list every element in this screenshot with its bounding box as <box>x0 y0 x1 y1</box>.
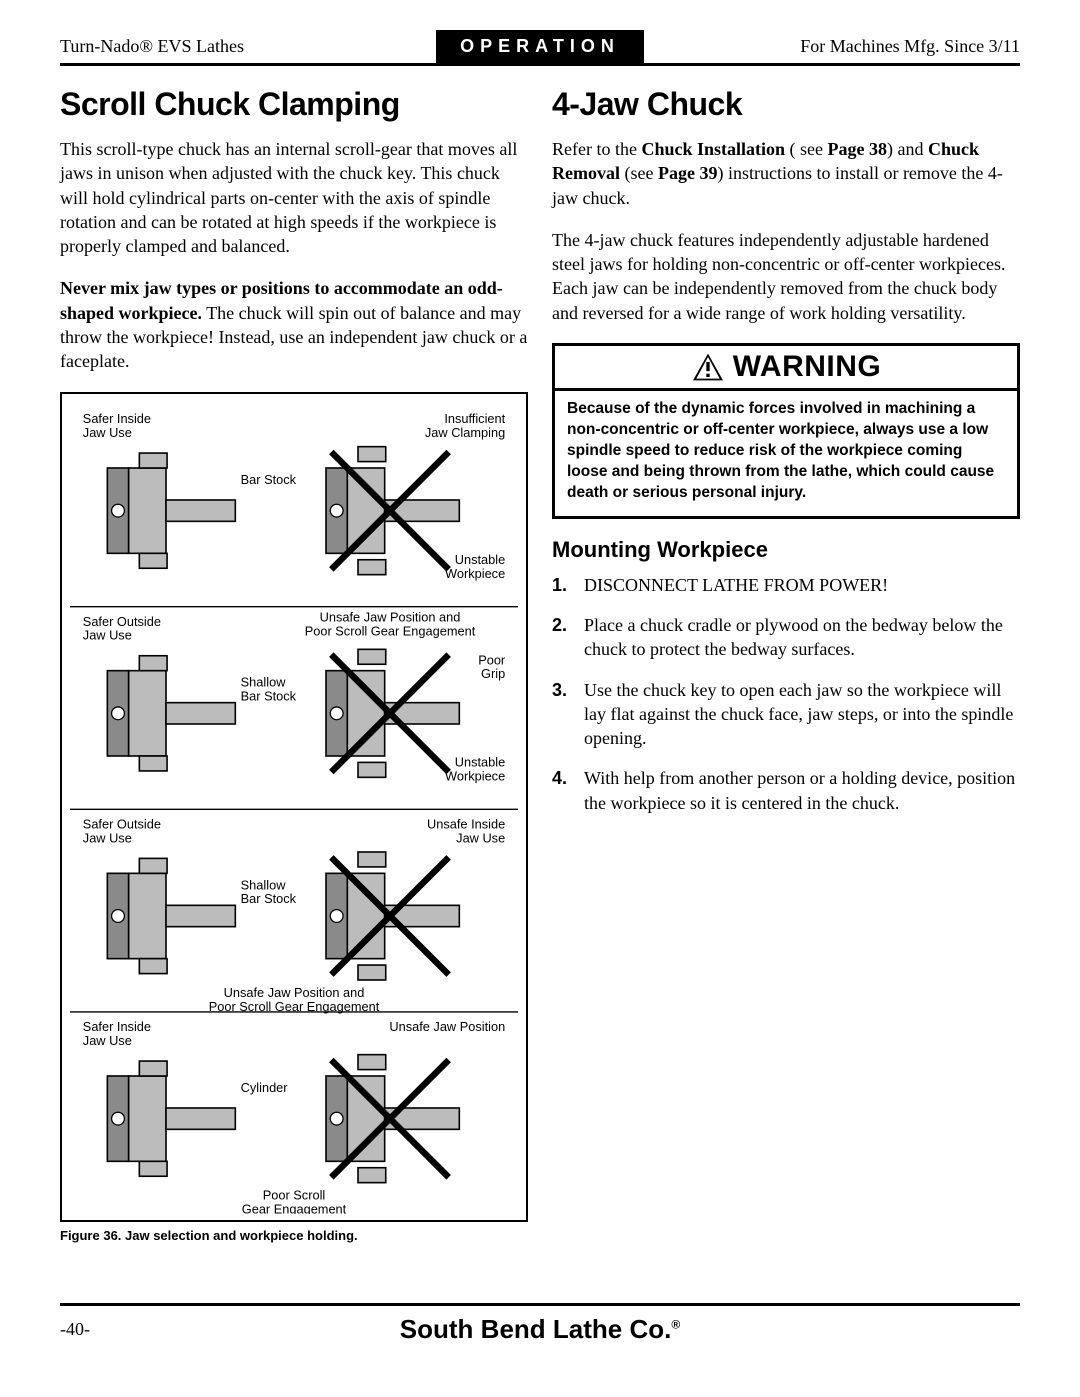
warning-label: WARNING <box>733 350 882 384</box>
scroll-chuck-p2: Never mix jaw types or positions to acco… <box>60 276 528 373</box>
content-columns: Scroll Chuck Clamping This scroll-type c… <box>60 86 1020 1243</box>
svg-text:Jaw Use: Jaw Use <box>83 627 132 642</box>
warning-box: WARNING Because of the dynamic forces in… <box>552 343 1020 519</box>
four-jaw-p1: Refer to the Chuck Installation ( see Pa… <box>552 137 1020 210</box>
left-column: Scroll Chuck Clamping This scroll-type c… <box>60 86 528 1243</box>
scroll-chuck-p1: This scroll-type chuck has an internal s… <box>60 137 528 258</box>
svg-text:Safer Inside: Safer Inside <box>83 411 151 426</box>
svg-text:Jaw Use: Jaw Use <box>456 830 505 845</box>
header-right: For Machines Mfg. Since 3/11 <box>644 30 1020 63</box>
warning-triangle-icon <box>691 352 725 382</box>
svg-text:Bar Stock: Bar Stock <box>241 472 297 487</box>
svg-text:Safer Inside: Safer Inside <box>83 1019 151 1034</box>
right-column: 4-Jaw Chuck Refer to the Chuck Installat… <box>552 86 1020 1243</box>
figure-36-caption: Figure 36. Jaw selection and workpiece h… <box>60 1228 528 1243</box>
footer-brand: South Bend Lathe Co.® <box>180 1314 900 1345</box>
svg-text:Workpiece: Workpiece <box>445 566 505 581</box>
footer-brand-reg: ® <box>671 1318 680 1332</box>
svg-text:Poor Scroll: Poor Scroll <box>263 1187 326 1202</box>
mounting-steps: 1. DISCONNECT LATHE FROM POWER! 2.Place a … <box>552 573 1020 815</box>
svg-text:Jaw Use: Jaw Use <box>83 1033 132 1048</box>
svg-text:Workpiece: Workpiece <box>445 768 505 783</box>
step-text: Use the chuck key to open each jaw so th… <box>584 678 1020 751</box>
svg-text:Unsafe Jaw Position and: Unsafe Jaw Position and <box>224 985 365 1000</box>
step-text: Place a chuck cradle or plywood on the b… <box>584 613 1020 662</box>
p1-b1: Chuck Installation <box>641 139 785 159</box>
step-item: 4.With help from another person or a hol… <box>552 766 1020 815</box>
step-item: 2.Place a chuck cradle or plywood on the… <box>552 613 1020 662</box>
warning-header: WARNING <box>555 346 1017 391</box>
svg-text:Cylinder: Cylinder <box>241 1080 289 1095</box>
step-text: DISCONNECT LATHE FROM POWER! <box>584 573 888 597</box>
p1-mid2: ) and <box>887 139 928 159</box>
footer-brand-text: South Bend Lathe Co. <box>400 1314 672 1344</box>
p1-mid1: see <box>796 139 828 159</box>
svg-text:Bar Stock: Bar Stock <box>241 688 297 703</box>
svg-text:Jaw Clamping: Jaw Clamping <box>425 425 505 440</box>
warning-body: Because of the dynamic forces involved i… <box>555 391 1017 516</box>
step-item: 3.Use the chuck key to open each jaw so … <box>552 678 1020 751</box>
four-jaw-heading: 4-Jaw Chuck <box>552 86 1020 123</box>
header-center-badge: OPERATION <box>436 30 644 63</box>
page-number: -40- <box>60 1319 180 1340</box>
svg-text:Unsafe Jaw Position: Unsafe Jaw Position <box>389 1019 505 1034</box>
svg-text:Safer Outside: Safer Outside <box>83 816 161 831</box>
figure-36-box: Safer InsideJaw UseInsufficientJaw Clamp… <box>60 392 528 1223</box>
p1-paren1: ( <box>785 139 796 159</box>
figure-36-diagram: Safer InsideJaw UseInsufficientJaw Clamp… <box>70 404 518 1215</box>
step-number: 4. <box>552 766 574 815</box>
svg-text:Unstable: Unstable <box>455 754 505 769</box>
scroll-chuck-heading: Scroll Chuck Clamping <box>60 86 528 123</box>
step-number: 2. <box>552 613 574 662</box>
svg-text:Safer Outside: Safer Outside <box>83 614 161 629</box>
mounting-subhead: Mounting Workpiece <box>552 537 1020 563</box>
svg-text:Shallow: Shallow <box>241 877 287 892</box>
p1-pre: Refer to the <box>552 139 641 159</box>
step-text: With help from another person or a holdi… <box>584 766 1020 815</box>
svg-text:Grip: Grip <box>481 666 505 681</box>
step-item: 1. DISCONNECT LATHE FROM POWER! <box>552 573 1020 597</box>
page-footer: -40- South Bend Lathe Co.® <box>60 1303 1020 1345</box>
step-number: 3. <box>552 678 574 751</box>
p1-b2: Page 38 <box>828 139 887 159</box>
p1-mid3: (see <box>620 163 658 183</box>
svg-text:Gear Engagement: Gear Engagement <box>242 1201 347 1214</box>
svg-text:Poor Scroll Gear Engagement: Poor Scroll Gear Engagement <box>305 623 476 638</box>
svg-text:Jaw Use: Jaw Use <box>83 830 132 845</box>
svg-text:Unsafe Inside: Unsafe Inside <box>427 816 505 831</box>
step-number: 1. <box>552 573 574 597</box>
svg-text:Poor: Poor <box>478 652 506 667</box>
svg-text:Bar Stock: Bar Stock <box>241 891 297 906</box>
svg-text:Insufficient: Insufficient <box>444 411 505 426</box>
four-jaw-p2: The 4-jaw chuck features independently a… <box>552 228 1020 325</box>
page-header: Turn-Nado® EVS Lathes OPERATION For Mach… <box>60 30 1020 66</box>
p1-b4: Page 39 <box>658 163 717 183</box>
svg-text:Unsafe Jaw Position and: Unsafe Jaw Position and <box>320 609 461 624</box>
header-left: Turn-Nado® EVS Lathes <box>60 30 436 63</box>
svg-text:Unstable: Unstable <box>455 552 505 567</box>
svg-text:Jaw Use: Jaw Use <box>83 425 132 440</box>
svg-text:Shallow: Shallow <box>241 674 287 689</box>
